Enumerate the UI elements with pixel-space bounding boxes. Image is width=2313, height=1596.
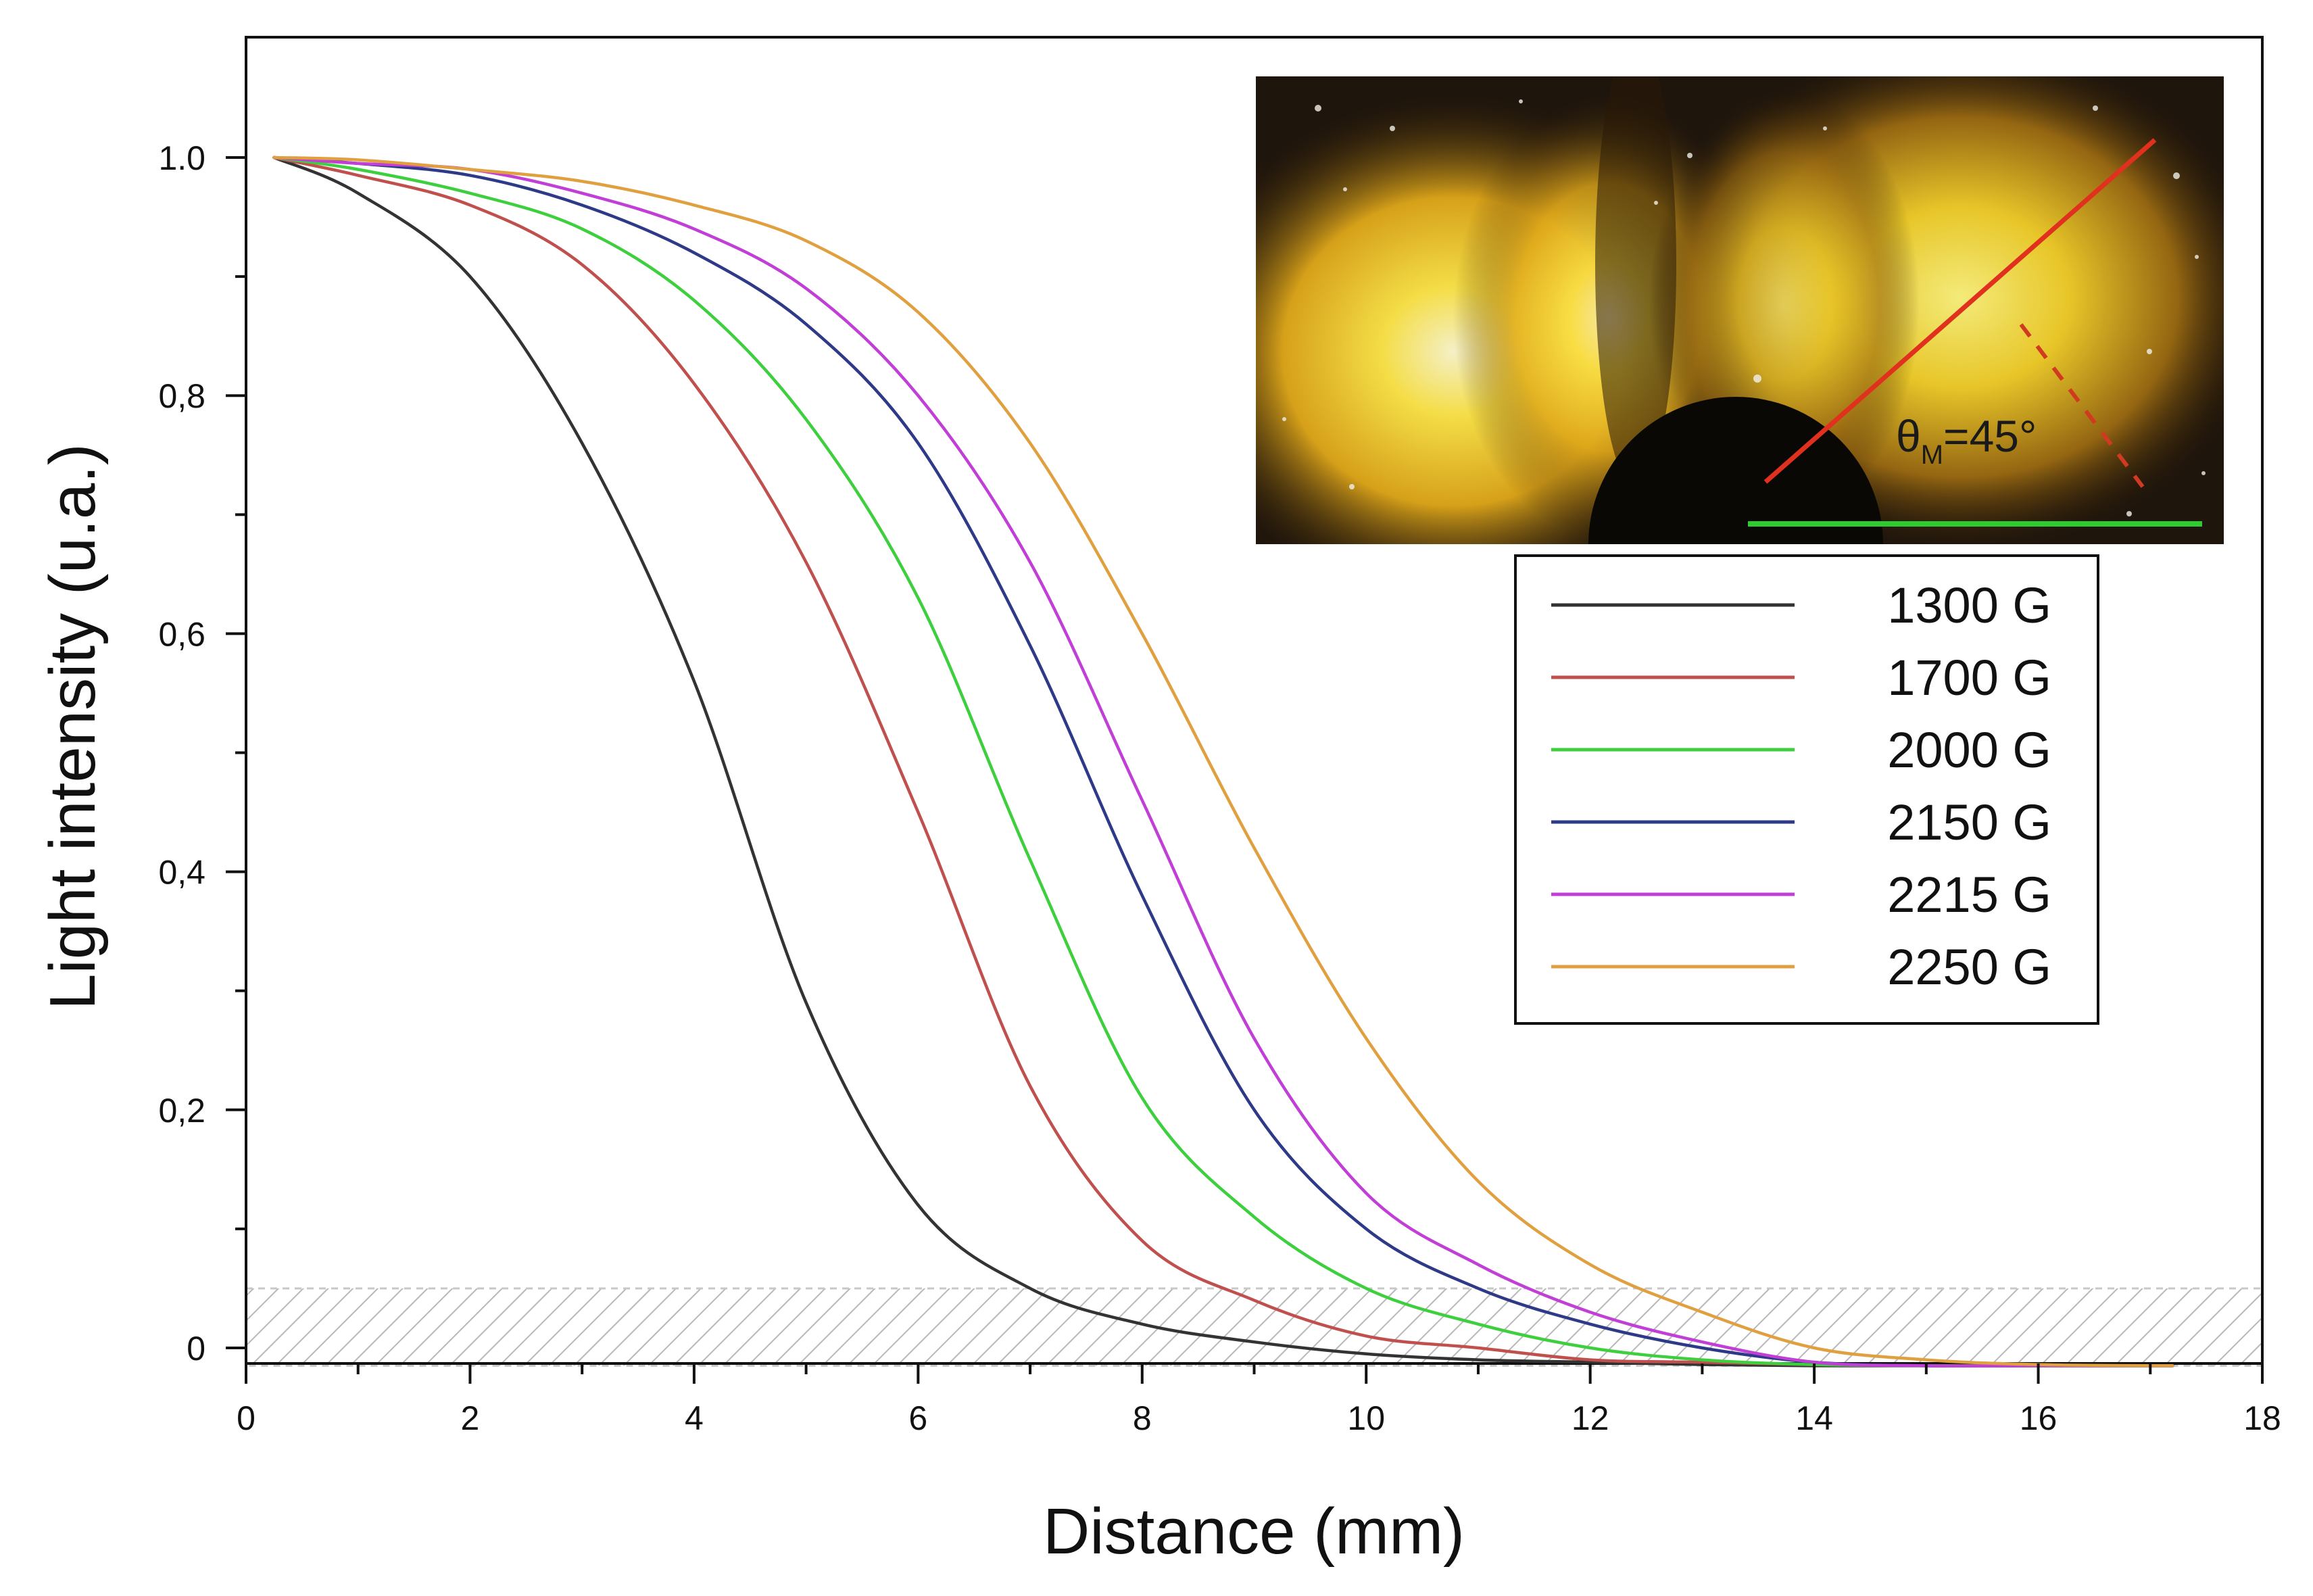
x-tick-label: 8 — [1133, 1399, 1152, 1437]
legend-label: 2000 G — [1887, 722, 2051, 778]
series-line-2215-g — [272, 155, 2174, 1368]
y-tick-label: 1.0 — [158, 139, 205, 177]
series-line-2250-g — [272, 155, 2174, 1368]
x-tick-label: 6 — [908, 1399, 927, 1437]
x-tick-label: 14 — [1795, 1399, 1833, 1437]
legend-box — [1514, 554, 2099, 1025]
y-axis-ticks: 0 0,2 0,4 0,6 0,8 1.0 — [158, 139, 246, 1368]
x-axis-title: Distance (mm) — [1043, 1495, 1465, 1568]
x-tick-label: 4 — [685, 1399, 704, 1437]
legend-label: 1300 G — [1887, 577, 2051, 633]
y-tick-label: 0,6 — [158, 615, 205, 653]
x-tick-label: 18 — [2243, 1399, 2281, 1437]
legend-label: 2150 G — [1887, 794, 2051, 850]
y-tick-label: 0,2 — [158, 1092, 205, 1130]
legend-label: 2250 G — [1887, 939, 2051, 995]
legend-label: 1700 G — [1887, 650, 2051, 706]
x-tick-label: 10 — [1347, 1399, 1385, 1437]
x-tick-label: 16 — [2020, 1399, 2058, 1437]
y-tick-label: 0 — [187, 1330, 205, 1368]
x-axis-ticks: 0 2 4 6 8 10 12 14 16 18 — [237, 1363, 2281, 1437]
x-tick-label: 0 — [237, 1399, 255, 1437]
angle-theta: θ — [1896, 411, 1921, 461]
y-axis-title: Light intensity (u.a.) — [36, 443, 109, 1010]
y-tick-label: 0,8 — [158, 377, 205, 415]
y-tick-label: 0,4 — [158, 854, 205, 892]
legend-label: 2215 G — [1887, 867, 2051, 923]
legend: 1300 G 1700 G 2000 G 2150 G 2215 G 2250 G — [1514, 554, 2099, 1025]
angle-value: =45° — [1943, 411, 2037, 461]
inset-photo: θM=45° — [1256, 76, 2224, 544]
svg-text:θM=45°: θM=45° — [1896, 411, 2037, 470]
x-tick-label: 12 — [1572, 1399, 1609, 1437]
x-tick-label: 2 — [461, 1399, 480, 1437]
series-line-2000-g — [272, 155, 2174, 1368]
angle-subscript: M — [1921, 440, 1943, 470]
